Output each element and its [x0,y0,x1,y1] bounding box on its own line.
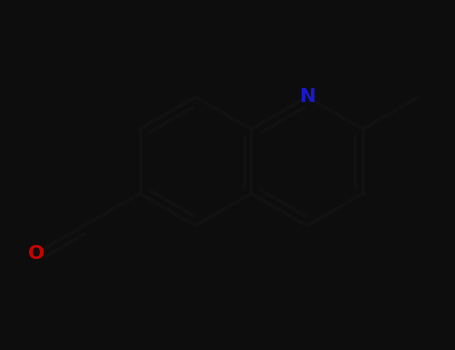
Text: O: O [28,244,45,262]
Text: N: N [299,88,315,106]
